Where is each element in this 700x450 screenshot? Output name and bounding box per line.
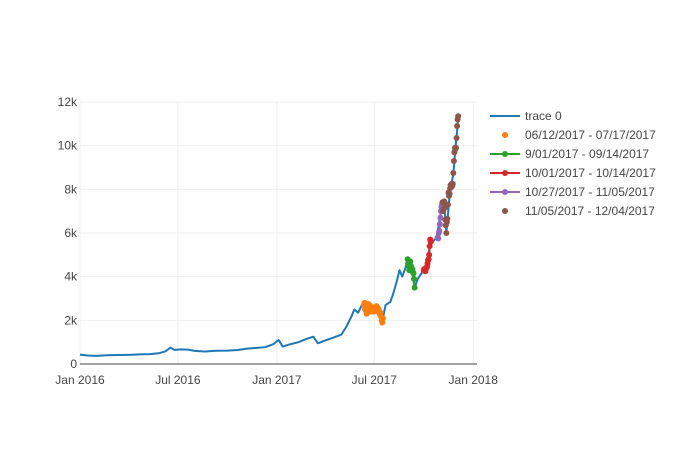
data-point xyxy=(453,144,460,151)
grid xyxy=(79,101,477,364)
data-point xyxy=(455,113,462,120)
data-point xyxy=(411,284,418,291)
data-point xyxy=(427,238,434,245)
y-tick-label: 2k xyxy=(64,313,78,327)
data-point xyxy=(407,258,414,265)
x-tick-label: Jan 2016 xyxy=(55,373,105,387)
legend-marker-swatch xyxy=(502,189,508,195)
data-point xyxy=(449,180,456,187)
y-tick-label: 10k xyxy=(58,139,78,153)
legend[interactable]: trace 0 06/12/2017 - 07/17/2017 9/01/2017 … xyxy=(490,109,656,218)
data-point xyxy=(411,275,418,282)
data-point xyxy=(436,227,443,234)
legend-marker-swatch xyxy=(502,170,508,176)
data-point xyxy=(377,309,384,316)
series-2[interactable] xyxy=(404,256,418,291)
y-tick-label: 4k xyxy=(64,270,78,284)
legend-marker-swatch xyxy=(502,132,508,138)
axes: 0 2k 4k 6k 8k 10k 12k Jan 2016 Jul 2016 Jan 2017 J… xyxy=(55,95,498,387)
legend-label: trace 0 xyxy=(525,109,562,123)
legend-item[interactable]: 10/01/2017 - 10/14/2017 xyxy=(490,166,656,180)
data-point xyxy=(450,157,457,164)
legend-marker-swatch xyxy=(502,151,508,157)
data-point xyxy=(379,315,386,322)
legend-label: 10/01/2017 - 10/14/2017 xyxy=(525,166,656,180)
y-tick-label: 6k xyxy=(64,226,78,240)
series-1[interactable] xyxy=(361,299,386,326)
legend-label: 11/05/2017 - 12/04/2017 xyxy=(525,204,655,218)
data-point xyxy=(426,251,433,258)
legend-label: 9/01/2017 - 09/14/2017 xyxy=(525,147,649,161)
legend-label: 10/27/2017 - 11/05/2017 xyxy=(525,185,655,199)
x-tick-label: Jan 2018 xyxy=(449,373,499,387)
data-point xyxy=(437,214,444,221)
x-tick-label: Jan 2017 xyxy=(252,373,302,387)
data-point xyxy=(410,270,417,277)
legend-item[interactable]: trace 0 xyxy=(490,109,562,123)
data-point xyxy=(443,230,450,236)
data-point xyxy=(450,169,457,176)
legend-item[interactable]: 10/27/2017 - 11/05/2017 xyxy=(490,185,655,199)
data-point xyxy=(379,319,386,326)
y-tick-label: 0 xyxy=(70,357,77,371)
y-tick-label: 8k xyxy=(64,182,78,196)
y-tick-label: 12k xyxy=(58,95,78,109)
data-point xyxy=(444,215,451,222)
series-3[interactable] xyxy=(420,236,434,275)
plot-area[interactable] xyxy=(79,113,462,357)
data-point xyxy=(446,190,453,197)
data-point xyxy=(425,256,432,263)
legend-label: 06/12/2017 - 07/17/2017 xyxy=(525,128,656,142)
data-point xyxy=(435,235,442,242)
x-tick-label: Jul 2016 xyxy=(155,373,201,387)
legend-marker-swatch xyxy=(502,208,508,214)
data-point xyxy=(453,135,460,142)
series-5[interactable] xyxy=(439,113,462,236)
data-point xyxy=(436,221,443,228)
data-point xyxy=(454,123,461,130)
data-point xyxy=(444,201,451,208)
legend-item[interactable]: 9/01/2017 - 09/14/2017 xyxy=(490,147,649,161)
legend-item[interactable]: 11/05/2017 - 12/04/2017 xyxy=(502,204,655,218)
x-tick-label: Jul 2017 xyxy=(352,373,398,387)
legend-item[interactable]: 06/12/2017 - 07/17/2017 xyxy=(502,128,656,142)
